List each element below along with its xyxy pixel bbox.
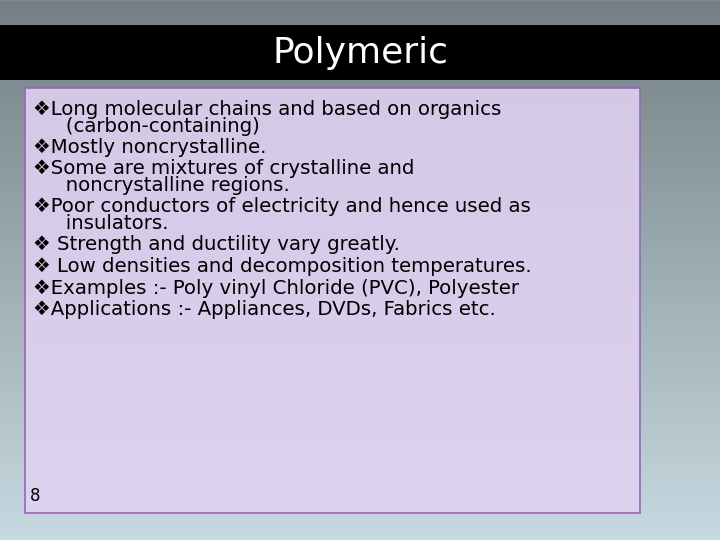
Text: ❖Long molecular chains and based on organics: ❖Long molecular chains and based on orga…: [33, 100, 501, 119]
Text: insulators.: insulators.: [47, 214, 168, 233]
FancyBboxPatch shape: [25, 88, 640, 513]
Text: ❖ Strength and ductility vary greatly.: ❖ Strength and ductility vary greatly.: [33, 235, 400, 254]
Text: (carbon-containing): (carbon-containing): [47, 117, 260, 136]
Text: ❖Mostly noncrystalline.: ❖Mostly noncrystalline.: [33, 138, 266, 157]
Text: 8: 8: [30, 487, 40, 505]
Text: ❖ Low densities and decomposition temperatures.: ❖ Low densities and decomposition temper…: [33, 257, 531, 276]
Text: Polymeric: Polymeric: [272, 36, 448, 70]
Text: ❖Some are mixtures of crystalline and: ❖Some are mixtures of crystalline and: [33, 159, 415, 179]
Text: ❖Examples :- Poly vinyl Chloride (PVC), Polyester: ❖Examples :- Poly vinyl Chloride (PVC), …: [33, 279, 519, 298]
Text: ❖Applications :- Appliances, DVDs, Fabrics etc.: ❖Applications :- Appliances, DVDs, Fabri…: [33, 300, 496, 319]
Text: ❖Poor conductors of electricity and hence used as: ❖Poor conductors of electricity and henc…: [33, 198, 531, 217]
Text: noncrystalline regions.: noncrystalline regions.: [47, 176, 289, 195]
FancyBboxPatch shape: [0, 25, 720, 80]
